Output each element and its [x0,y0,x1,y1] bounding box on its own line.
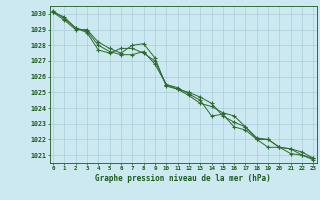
X-axis label: Graphe pression niveau de la mer (hPa): Graphe pression niveau de la mer (hPa) [95,174,271,183]
